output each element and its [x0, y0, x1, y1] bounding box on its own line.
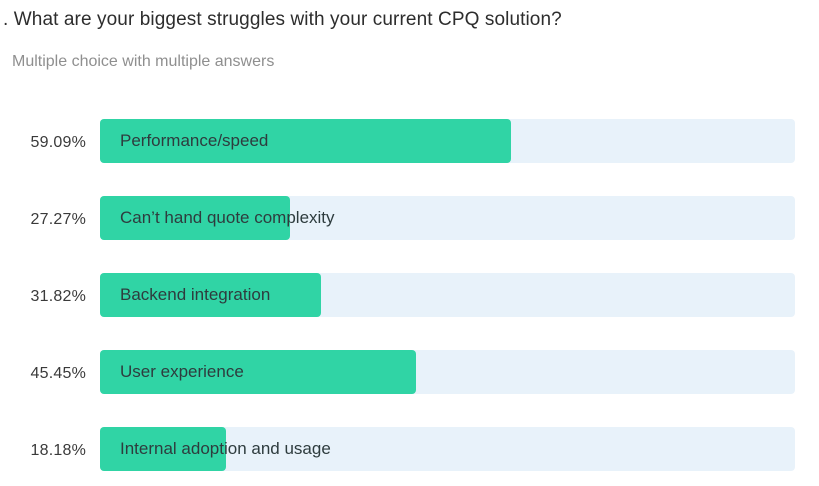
percent-label: 59.09%: [30, 134, 86, 151]
bar-fill: [100, 350, 416, 394]
bar-fill: [100, 427, 227, 471]
bar-fill: [100, 196, 290, 240]
chart-row: 45.45% User experience: [0, 350, 795, 394]
chart-row: 59.09% Performance/speed: [0, 119, 795, 163]
percent-label: 27.27%: [30, 211, 86, 228]
bar-category-label: Internal adoption and usage: [120, 439, 331, 458]
chart-row: 31.82% Backend integration: [0, 273, 795, 317]
bar-track: User experience: [100, 350, 795, 394]
page-title: . What are your biggest struggles with y…: [3, 9, 562, 30]
bar-fill: [100, 119, 511, 163]
bar-track: Can’t hand quote complexity: [100, 196, 795, 240]
chart-row: 18.18% Internal adoption and usage: [0, 427, 795, 471]
percent-label: 45.45%: [30, 365, 86, 382]
bar-category-label: Performance/speed: [120, 131, 269, 150]
bar-chart: 59.09% Performance/speed 27.27% Can’t ha…: [0, 119, 795, 471]
bar-track: Backend integration: [100, 273, 795, 317]
bar-category-label: Backend integration: [120, 285, 271, 304]
chart-row: 27.27% Can’t hand quote complexity: [0, 196, 795, 240]
bar-track: Internal adoption and usage: [100, 427, 795, 471]
bar-category-label: User experience: [120, 362, 244, 381]
bar-track: Performance/speed: [100, 119, 795, 163]
page-subtitle: Multiple choice with multiple answers: [12, 53, 275, 70]
percent-label: 18.18%: [30, 442, 86, 459]
percent-label: 31.82%: [30, 288, 86, 305]
bar-fill: [100, 273, 322, 317]
bar-category-label: Can’t hand quote complexity: [120, 208, 335, 227]
